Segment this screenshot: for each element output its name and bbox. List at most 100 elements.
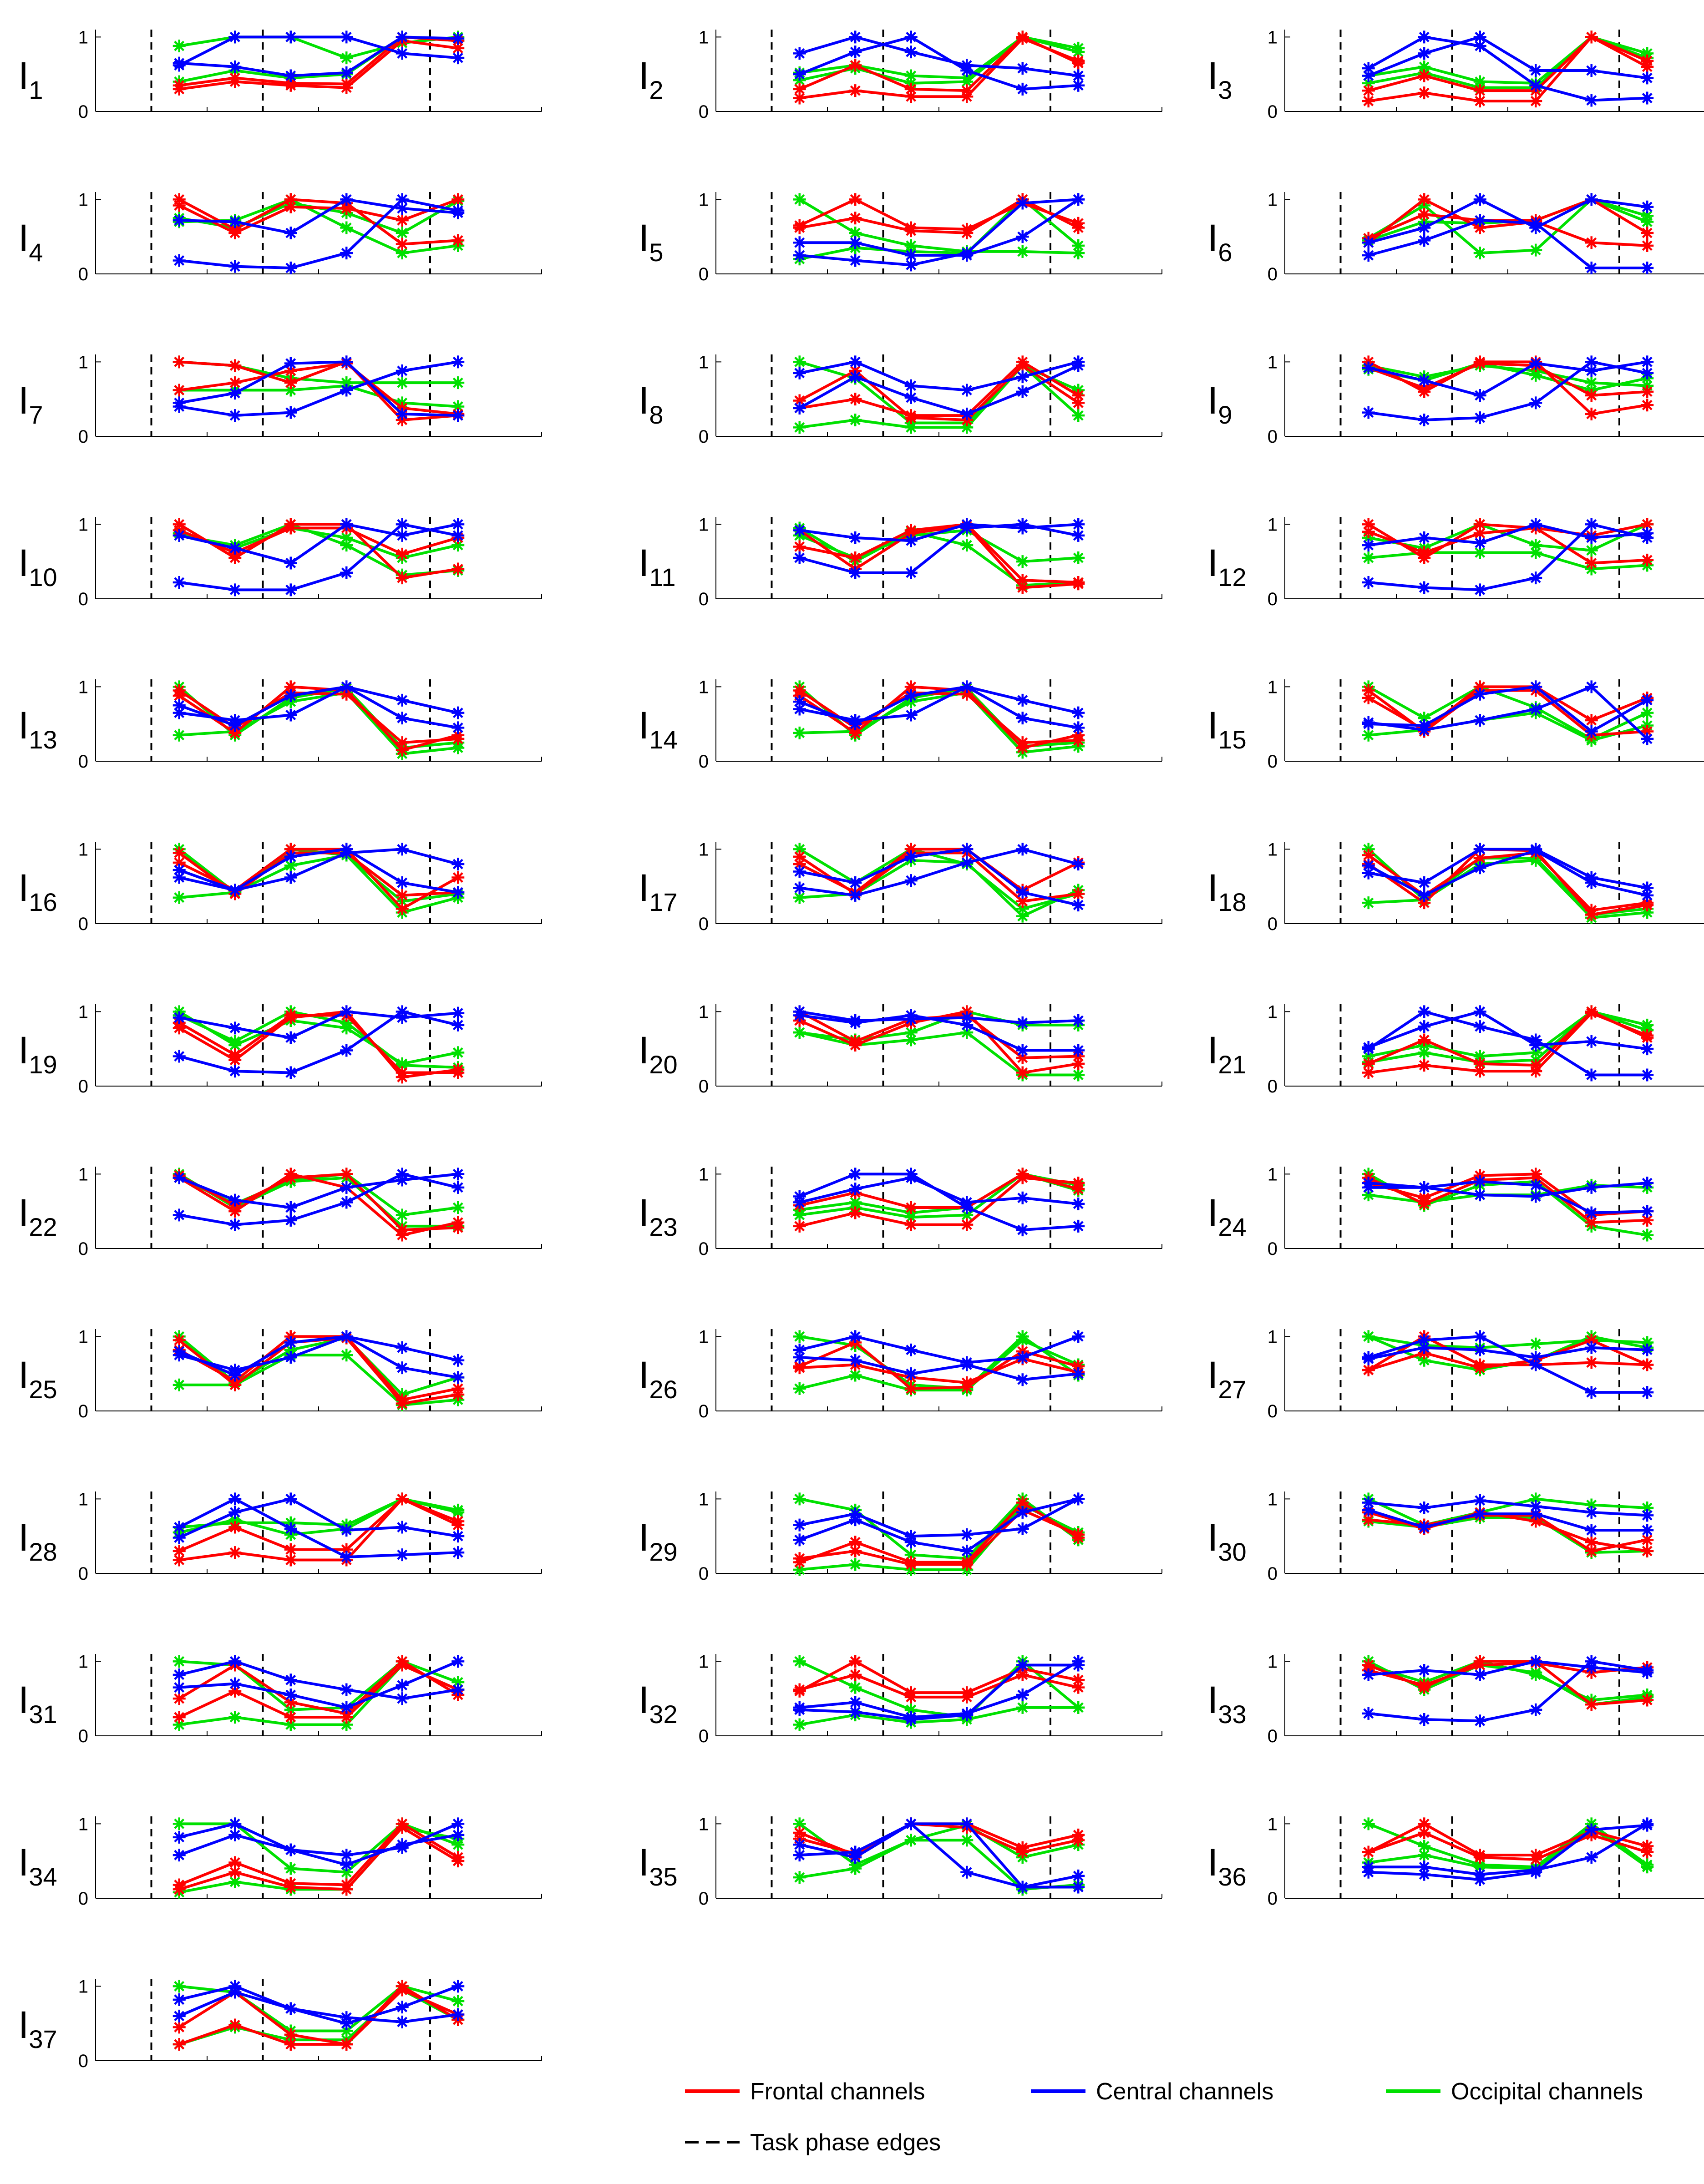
data-point	[1418, 1046, 1431, 1059]
panel-1: 0 1 I1	[18, 27, 542, 122]
series-line	[799, 1660, 1079, 1719]
panel-label: I30	[1207, 1516, 1247, 1566]
series-line	[799, 198, 1079, 267]
data-point	[340, 1701, 353, 1714]
data-point	[960, 1026, 974, 1039]
data-point	[1473, 40, 1486, 52]
data-point	[1016, 1658, 1029, 1672]
series-central	[172, 680, 465, 734]
data-point	[451, 1168, 465, 1181]
data-point	[172, 1883, 186, 1896]
data-point	[228, 541, 242, 555]
series-frontal	[1362, 1005, 1654, 1072]
data-point	[396, 2015, 409, 2028]
data-point	[396, 1692, 409, 1705]
panel-17: 0 1 I17	[639, 839, 1162, 934]
data-point	[1585, 364, 1598, 377]
y-tick-label: 0	[699, 1889, 709, 1909]
data-point	[396, 47, 409, 60]
series-central	[172, 1168, 465, 1214]
panel-4: 0 1 I4	[18, 190, 542, 284]
series-central	[793, 680, 1085, 734]
data-point	[793, 355, 806, 369]
data-point	[340, 1883, 353, 1896]
data-point	[849, 1558, 862, 1571]
data-point	[1473, 95, 1486, 108]
data-point	[396, 1658, 409, 1672]
series-line	[178, 848, 458, 894]
data-point	[849, 414, 862, 426]
y-tick-label: 1	[1268, 839, 1278, 859]
panel-label: I7	[18, 379, 43, 429]
data-point	[1529, 396, 1542, 410]
series-line	[1368, 362, 1648, 397]
data-point	[1072, 518, 1085, 531]
data-point	[1473, 546, 1486, 559]
data-point	[1362, 859, 1375, 872]
series-line	[799, 35, 1079, 91]
panel-label: I19	[18, 1029, 57, 1079]
panel-label: I32	[639, 1678, 678, 1729]
panel-27: 0 1 I27	[1207, 1327, 1704, 1421]
data-point	[451, 1388, 465, 1401]
data-point	[1641, 1845, 1654, 1859]
panel-label: I1	[18, 54, 43, 104]
series-line	[799, 1335, 1079, 1364]
series-central	[172, 1655, 465, 1705]
data-point	[451, 858, 465, 871]
data-point	[960, 84, 974, 97]
y-tick-label: 0	[699, 1401, 709, 1421]
y-tick-label: 0	[78, 1401, 88, 1421]
data-point	[172, 199, 186, 212]
series-line	[799, 1822, 1079, 1855]
data-point	[172, 1171, 186, 1184]
series-line	[799, 35, 1079, 77]
data-point	[1016, 1044, 1029, 1057]
data-point	[1529, 1358, 1542, 1371]
panel-7: 0 1 I7	[18, 352, 542, 447]
data-point	[284, 30, 297, 44]
y-tick-label: 1	[699, 1164, 709, 1184]
data-point	[228, 1711, 242, 1724]
data-point	[1072, 193, 1085, 206]
data-point	[1362, 1041, 1375, 1054]
data-point	[960, 680, 974, 693]
data-point	[1641, 1177, 1654, 1189]
data-point	[849, 1035, 862, 1048]
series-line	[1368, 523, 1648, 547]
series-line	[178, 526, 459, 556]
data-point	[396, 364, 409, 377]
series-line	[178, 1010, 458, 1069]
y-tick-label: 0	[1268, 589, 1278, 609]
data-point	[228, 1677, 242, 1690]
data-point	[1362, 1188, 1375, 1202]
data-point	[340, 51, 353, 65]
series-line	[799, 1176, 1079, 1205]
data-point	[849, 84, 862, 97]
data-point	[1072, 576, 1085, 589]
data-point	[284, 76, 297, 90]
data-point	[849, 1655, 862, 1668]
series-central	[1362, 1655, 1654, 1681]
data-point	[1585, 1035, 1598, 1048]
data-point	[172, 699, 186, 712]
data-point	[228, 71, 242, 85]
data-point	[451, 539, 465, 552]
data-point	[1418, 221, 1431, 234]
data-point	[1016, 82, 1029, 96]
data-point	[793, 1718, 806, 1731]
data-point	[172, 2009, 186, 2022]
data-point	[1418, 1020, 1431, 1033]
data-point	[904, 82, 918, 96]
panel-31: 0 1 I31	[18, 1652, 542, 1746]
data-point	[1641, 261, 1654, 274]
y-tick-label: 1	[699, 352, 709, 372]
data-point	[1641, 1336, 1654, 1349]
data-point	[396, 1492, 409, 1506]
panel-label: I27	[1207, 1354, 1247, 1404]
data-point	[849, 254, 862, 267]
data-point	[849, 1016, 862, 1029]
data-point	[340, 202, 353, 215]
data-point	[1016, 1522, 1029, 1535]
data-point	[1473, 714, 1486, 727]
